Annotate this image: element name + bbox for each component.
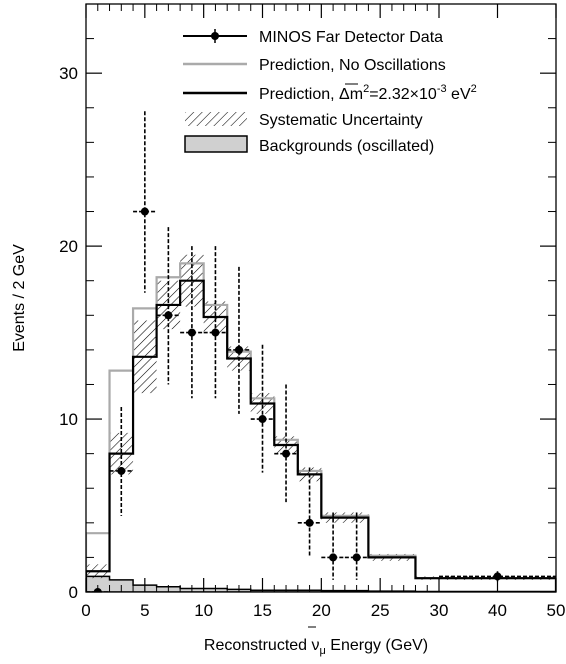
data-point bbox=[274, 384, 298, 503]
legend-osc-sup1: 2 bbox=[363, 83, 369, 95]
x-axis-label-mu: μ bbox=[320, 645, 326, 657]
x-tick-label: 40 bbox=[488, 601, 507, 620]
data-point bbox=[321, 512, 345, 580]
legend-bkg-label: Backgrounds (oscillated) bbox=[259, 138, 434, 155]
axis-ticks bbox=[85, 4, 557, 593]
x-tick-label: 30 bbox=[430, 601, 449, 620]
legend-osc-label: Prediction, Δm2=2.32×10-3 eV2 bbox=[259, 83, 477, 103]
data-point bbox=[156, 227, 181, 385]
legend-syst-swatch bbox=[185, 112, 247, 126]
legend: MINOS Far Detector Data Prediction, No O… bbox=[183, 29, 477, 155]
x-tick-labels: 0 5 10 15 20 25 30 40 50 bbox=[81, 601, 565, 620]
x-tick-label: 10 bbox=[194, 601, 213, 620]
data-point bbox=[297, 467, 322, 556]
data-marker bbox=[164, 311, 173, 320]
legend-osc-m: m bbox=[350, 86, 363, 103]
data-marker bbox=[305, 518, 314, 527]
data-marker bbox=[329, 553, 338, 562]
legend-osc-unit: eV bbox=[447, 86, 471, 103]
data-point bbox=[227, 266, 251, 414]
y-tick-label: 30 bbox=[59, 64, 78, 83]
data-marker bbox=[258, 415, 267, 424]
oscillation-histogram bbox=[86, 279, 556, 592]
data-point bbox=[203, 246, 228, 399]
data-marker bbox=[352, 553, 361, 562]
x-tick-label: 5 bbox=[140, 601, 149, 620]
osc-line bbox=[86, 279, 556, 592]
legend-data-label: MINOS Far Detector Data bbox=[259, 29, 443, 46]
x-axis-label: Reconstructed νμ Energy (GeV) bbox=[204, 637, 428, 657]
data-points bbox=[86, 111, 556, 592]
y-tick-label: 20 bbox=[59, 237, 78, 256]
x-tick-label: 25 bbox=[371, 601, 390, 620]
data-point bbox=[133, 111, 157, 293]
legend-osc-prefix: Prediction, Δ bbox=[259, 86, 350, 103]
y-tick-label: 10 bbox=[59, 410, 78, 429]
legend-osc-exp: -3 bbox=[437, 83, 447, 95]
y-tick-labels: 0 10 20 30 bbox=[59, 64, 78, 602]
data-marker bbox=[282, 449, 291, 458]
data-marker bbox=[234, 345, 243, 354]
y-tick-label: 0 bbox=[69, 583, 78, 602]
legend-osc-sup2: 2 bbox=[471, 83, 477, 95]
data-marker bbox=[140, 207, 149, 216]
x-tick-label: 0 bbox=[81, 601, 90, 620]
legend-bkg-swatch bbox=[184, 135, 248, 153]
data-marker bbox=[117, 466, 126, 475]
x-axis-label-suffix: Energy (GeV) bbox=[326, 637, 428, 654]
x-tick-label: 50 bbox=[547, 601, 566, 620]
x-tick-label: 20 bbox=[312, 601, 331, 620]
data-point bbox=[109, 406, 134, 516]
data-marker bbox=[493, 572, 502, 581]
x-axis-label-prefix: Reconstructed bbox=[204, 637, 312, 654]
legend-noosc-label: Prediction, No Oscillations bbox=[259, 57, 446, 74]
legend-syst-label: Systematic Uncertainty bbox=[259, 112, 423, 129]
data-point bbox=[250, 344, 275, 473]
y-axis-label: Events / 2 GeV bbox=[11, 244, 28, 352]
x-tick-label: 15 bbox=[253, 601, 272, 620]
data-point bbox=[344, 512, 369, 580]
data-marker bbox=[187, 328, 196, 337]
legend-osc-mid: =2.32×10 bbox=[369, 86, 437, 103]
data-point bbox=[180, 246, 204, 399]
data-marker bbox=[211, 328, 220, 337]
x-axis-label-nu: ν bbox=[312, 637, 320, 654]
